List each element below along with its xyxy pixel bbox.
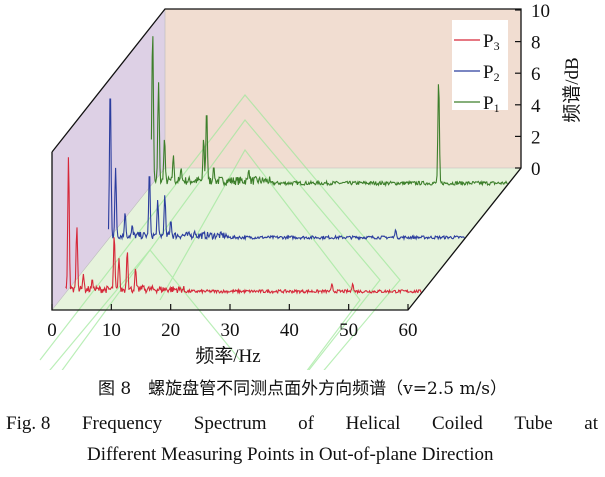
y-tick-label: 0 [531, 159, 541, 180]
caption-word: Coiled [432, 413, 483, 434]
watermark [39, 94, 401, 370]
y-tick-label: 8 [531, 33, 541, 54]
y-tick-label: 6 [531, 64, 541, 85]
x-tick-label: 50 [339, 320, 358, 341]
x-tick-label: 20 [161, 320, 180, 341]
series-line-p2 [107, 98, 465, 242]
caption-word: Fig. 8 [6, 413, 51, 434]
y-axis-label: 频谱/dB [561, 57, 583, 122]
caption-word: Helical [345, 413, 401, 434]
x-tick-label: 30 [221, 320, 240, 341]
y-tick-label: 4 [531, 96, 541, 117]
caption-word: of [298, 413, 314, 434]
x-tick-label: 0 [47, 320, 57, 341]
series-line-p1 [150, 36, 508, 188]
caption-word: at [584, 413, 598, 434]
caption-english-line1: Fig. 8 Frequency Spectrum of Helical Coi… [6, 413, 598, 435]
caption-word: Tube [514, 413, 553, 434]
caption-word: Frequency [81, 413, 163, 434]
caption-word: Spectrum [193, 413, 267, 434]
floor [52, 168, 521, 310]
x-axis-label: 频率/Hz [195, 345, 260, 367]
y-tick-label: 10 [531, 1, 550, 22]
back-wall [165, 9, 521, 168]
side-wall [52, 9, 165, 310]
x-tick-label: 10 [102, 320, 121, 341]
series-line-p3 [65, 157, 422, 295]
caption-english-line2: Different Measuring Points in Out-of-pla… [87, 444, 494, 465]
y-tick-label: 2 [531, 127, 541, 148]
caption-chinese: 图 8 螺旋盘管不同测点面外方向频谱（v=2.5 m/s） [97, 379, 508, 399]
x-tick-label: 60 [399, 320, 418, 341]
x-tick-label: 40 [280, 320, 299, 341]
